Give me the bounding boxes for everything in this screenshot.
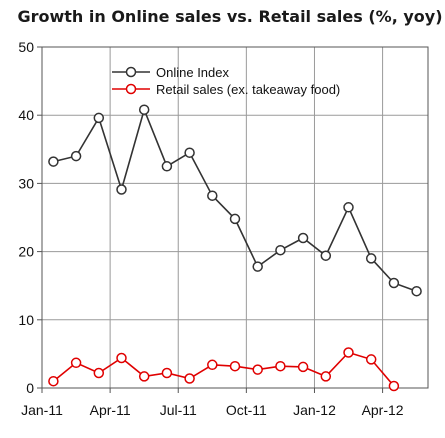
data-point bbox=[252, 261, 263, 272]
data-point bbox=[229, 213, 241, 225]
data-point bbox=[388, 380, 400, 392]
series-layer bbox=[48, 104, 422, 392]
data-point bbox=[93, 112, 105, 124]
data-point bbox=[320, 371, 332, 382]
data-point bbox=[320, 250, 332, 261]
legend-item-online: Online Index bbox=[112, 65, 229, 80]
data-point bbox=[207, 359, 218, 371]
y-tick-label: 30 bbox=[18, 175, 34, 191]
data-point bbox=[161, 161, 173, 172]
x-tick-label: Oct-11 bbox=[226, 402, 267, 418]
data-point bbox=[297, 361, 309, 373]
y-tick-label: 50 bbox=[18, 39, 34, 55]
x-tick-label: Jan-12 bbox=[293, 402, 336, 418]
y-tick-label: 20 bbox=[18, 244, 34, 260]
data-point bbox=[116, 352, 127, 364]
legend-marker-retail bbox=[125, 83, 137, 95]
data-point bbox=[48, 156, 59, 167]
data-point bbox=[116, 184, 127, 195]
y-tick-label: 10 bbox=[18, 312, 34, 328]
data-point bbox=[275, 360, 286, 372]
series-line bbox=[53, 107, 417, 292]
plot-area bbox=[41, 46, 429, 389]
y-axis: 0 10 20 30 40 50 bbox=[18, 39, 42, 396]
x-tick-label: Jan-11 bbox=[21, 402, 63, 418]
data-point bbox=[275, 244, 286, 256]
legend-item-retail: Retail sales (ex. takeaway food) bbox=[112, 82, 340, 97]
x-axis: Jan-11 Apr-11 Jul-11 Oct-11 Jan-12 Apr-12 bbox=[21, 388, 404, 418]
legend: Online Index Retail sales (ex. takeaway … bbox=[112, 65, 340, 97]
data-point bbox=[93, 367, 105, 379]
y-tick-label: 40 bbox=[18, 107, 34, 123]
data-point bbox=[161, 367, 173, 379]
legend-marker-online bbox=[125, 66, 137, 78]
data-point bbox=[343, 347, 354, 358]
data-point bbox=[343, 202, 354, 213]
legend-label-retail: Retail sales (ex. takeaway food) bbox=[156, 82, 340, 97]
data-point bbox=[138, 104, 150, 115]
chart-title: Growth in Online sales vs. Retail sales … bbox=[17, 7, 442, 26]
data-point bbox=[365, 354, 377, 365]
data-point bbox=[70, 150, 82, 162]
data-point bbox=[184, 373, 195, 384]
data-point bbox=[411, 285, 422, 297]
data-point bbox=[388, 277, 400, 289]
data-point bbox=[297, 232, 309, 244]
data-point bbox=[365, 253, 377, 264]
x-tick-label: Apr-11 bbox=[90, 402, 131, 418]
data-point bbox=[229, 360, 241, 372]
data-point bbox=[207, 190, 218, 201]
legend-label-online: Online Index bbox=[156, 65, 229, 80]
series-1 bbox=[48, 347, 400, 392]
series-line bbox=[52, 351, 395, 387]
data-point bbox=[138, 371, 150, 382]
y-tick-label: 0 bbox=[26, 380, 34, 396]
data-point bbox=[48, 375, 59, 387]
x-tick-label: Apr-12 bbox=[362, 402, 404, 418]
data-point bbox=[70, 357, 82, 369]
gridlines bbox=[42, 47, 428, 388]
data-point bbox=[252, 364, 263, 375]
x-tick-label: Jul-11 bbox=[160, 402, 197, 418]
data-point bbox=[184, 147, 195, 158]
series-0 bbox=[48, 104, 422, 297]
